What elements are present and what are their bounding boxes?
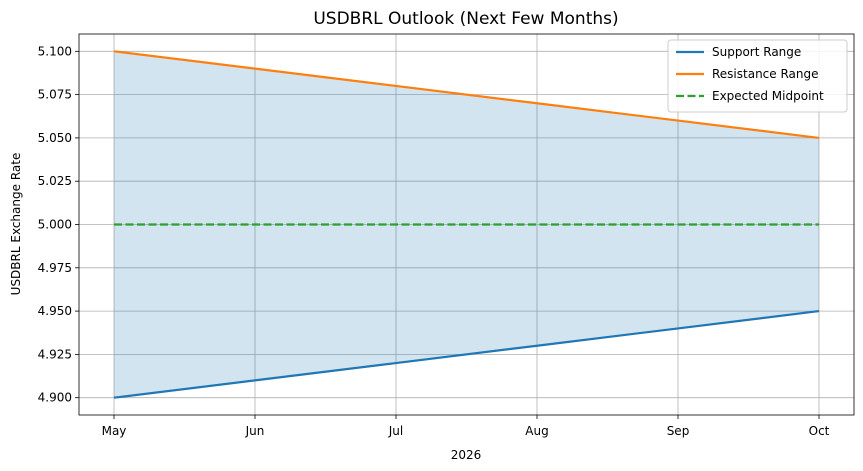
x-tick-label: Jun (245, 424, 265, 438)
series-line-support-range (113, 309, 820, 399)
y-tick-label: 5.100 (38, 44, 72, 58)
legend-label: Expected Midpoint (712, 89, 824, 103)
chart-title: USDBRL Outlook (Next Few Months) (313, 9, 618, 29)
y-tick-label: 4.925 (38, 347, 72, 361)
legend-label: Resistance Range (712, 67, 819, 81)
series-line-resistance-range (113, 50, 820, 140)
legend-label: Support Range (712, 45, 801, 59)
legend-box (667, 39, 848, 113)
x-tick-label: Aug (525, 424, 548, 438)
x-axis-ticks: May Jun Jul Aug Sep Oct (102, 415, 830, 438)
x-tick-label: Jul (388, 424, 403, 438)
x-tick-label: May (102, 424, 127, 438)
y-tick-label: 5.075 (38, 88, 72, 102)
y-tick-label: 4.975 (38, 261, 72, 275)
y-axis-ticks: 4.900 4.925 4.950 4.975 5.000 5.025 5.050 5.075… (38, 44, 79, 405)
series-layer (113, 50, 820, 399)
y-axis-label: USDBRL Exchange Rate (9, 153, 23, 296)
y-tick-label: 4.900 (38, 391, 72, 405)
y-tick-label: 5.025 (38, 174, 72, 188)
x-axis-label: 2026 (451, 448, 482, 462)
y-tick-label: 5.050 (38, 131, 72, 145)
x-tick-label: Sep (667, 424, 690, 438)
x-tick-label: Oct (809, 424, 830, 438)
y-tick-label: 4.950 (38, 304, 72, 318)
y-tick-label: 5.000 (38, 218, 72, 232)
legend: Support Range Resistance Range Expected Mi… (667, 39, 848, 113)
